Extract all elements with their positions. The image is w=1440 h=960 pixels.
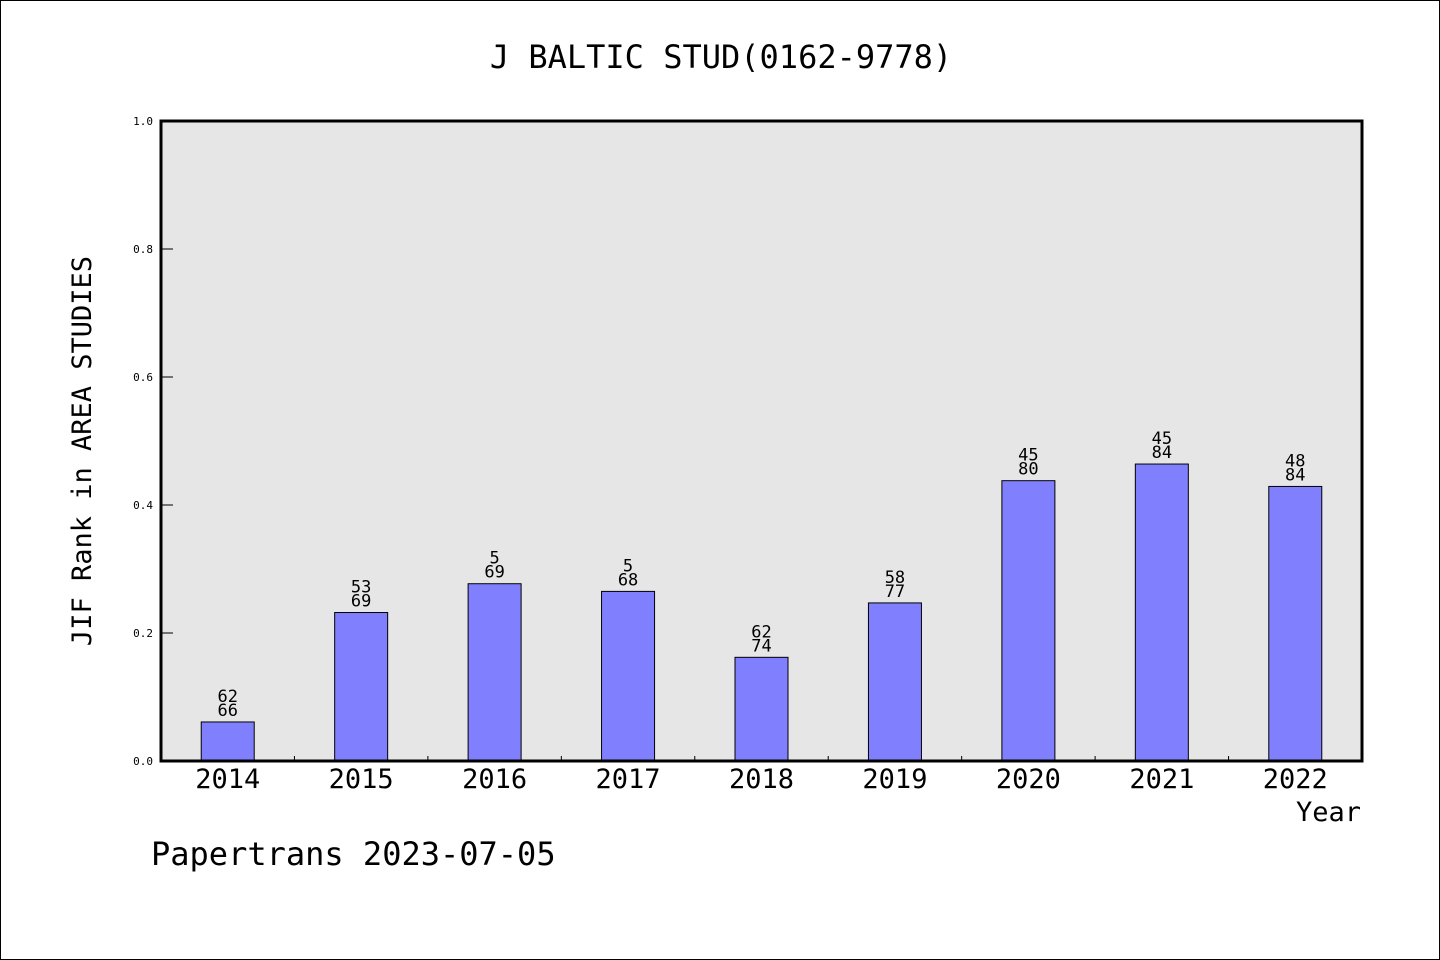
bar-2015	[334, 612, 389, 762]
chart-title: J BALTIC STUD(0162-9778)	[490, 38, 952, 76]
bar-2016	[467, 583, 522, 762]
bar-rank-label: 62	[751, 622, 771, 642]
y-tick-label: 0.0	[133, 755, 153, 768]
bar-rank-label: 45	[1152, 429, 1172, 449]
x-tick-label: 2020	[996, 764, 1061, 795]
x-tick-label: 2014	[195, 764, 260, 795]
x-tick-label: 2015	[329, 764, 394, 795]
bar-total-label: 68	[618, 570, 638, 590]
bar-rank-label: 48	[1285, 451, 1305, 471]
bar-2017	[601, 590, 656, 762]
bar-total-label: 69	[484, 563, 504, 583]
y-tick-label: 1.0	[133, 115, 153, 128]
bar-rank-label: 5	[623, 556, 633, 576]
y-axis-label: JIF Rank in AREA STUDIES	[67, 256, 98, 646]
bar-2021	[1134, 463, 1189, 762]
x-tick-label: 2022	[1263, 764, 1328, 795]
footer-stamp: Papertrans 2023-07-05	[151, 835, 556, 873]
bar-rank-label: 62	[217, 687, 237, 707]
bar-total-label: 77	[885, 582, 905, 602]
bar-total-label: 80	[1018, 460, 1038, 480]
bar-rank-label: 5	[489, 549, 499, 569]
bar-2020	[1001, 480, 1056, 762]
x-axis-label: Year	[1296, 797, 1361, 828]
bar-2022	[1268, 485, 1323, 762]
y-tick-label: 0.2	[133, 627, 153, 640]
bar-total-label: 84	[1152, 443, 1172, 463]
x-tick-label: 2019	[862, 764, 927, 795]
bar-rank-label: 58	[885, 568, 905, 588]
bar-total-label: 74	[751, 636, 771, 656]
bar-total-label: 66	[217, 701, 237, 721]
y-tick-label: 0.8	[133, 243, 153, 256]
bar-2014	[200, 721, 255, 762]
bar-rank-label: 53	[351, 578, 371, 598]
bar-2019	[867, 602, 922, 762]
x-tick-label: 2021	[1129, 764, 1194, 795]
bar-total-label: 84	[1285, 465, 1305, 485]
bar-2018	[734, 656, 789, 762]
bar-total-label: 69	[351, 592, 371, 612]
x-tick-label: 2018	[729, 764, 794, 795]
axes-layer: 2014 2015 2016 2017 2018 2019 2020 2021 2022 0.0 0…	[133, 115, 1364, 795]
y-tick-label: 0.4	[133, 499, 153, 512]
plot-frame	[159, 119, 1364, 763]
y-tick-label: 0.6	[133, 371, 153, 384]
bar-rank-label: 45	[1018, 446, 1038, 466]
x-tick-label: 2016	[462, 764, 527, 795]
x-tick-label: 2017	[596, 764, 661, 795]
